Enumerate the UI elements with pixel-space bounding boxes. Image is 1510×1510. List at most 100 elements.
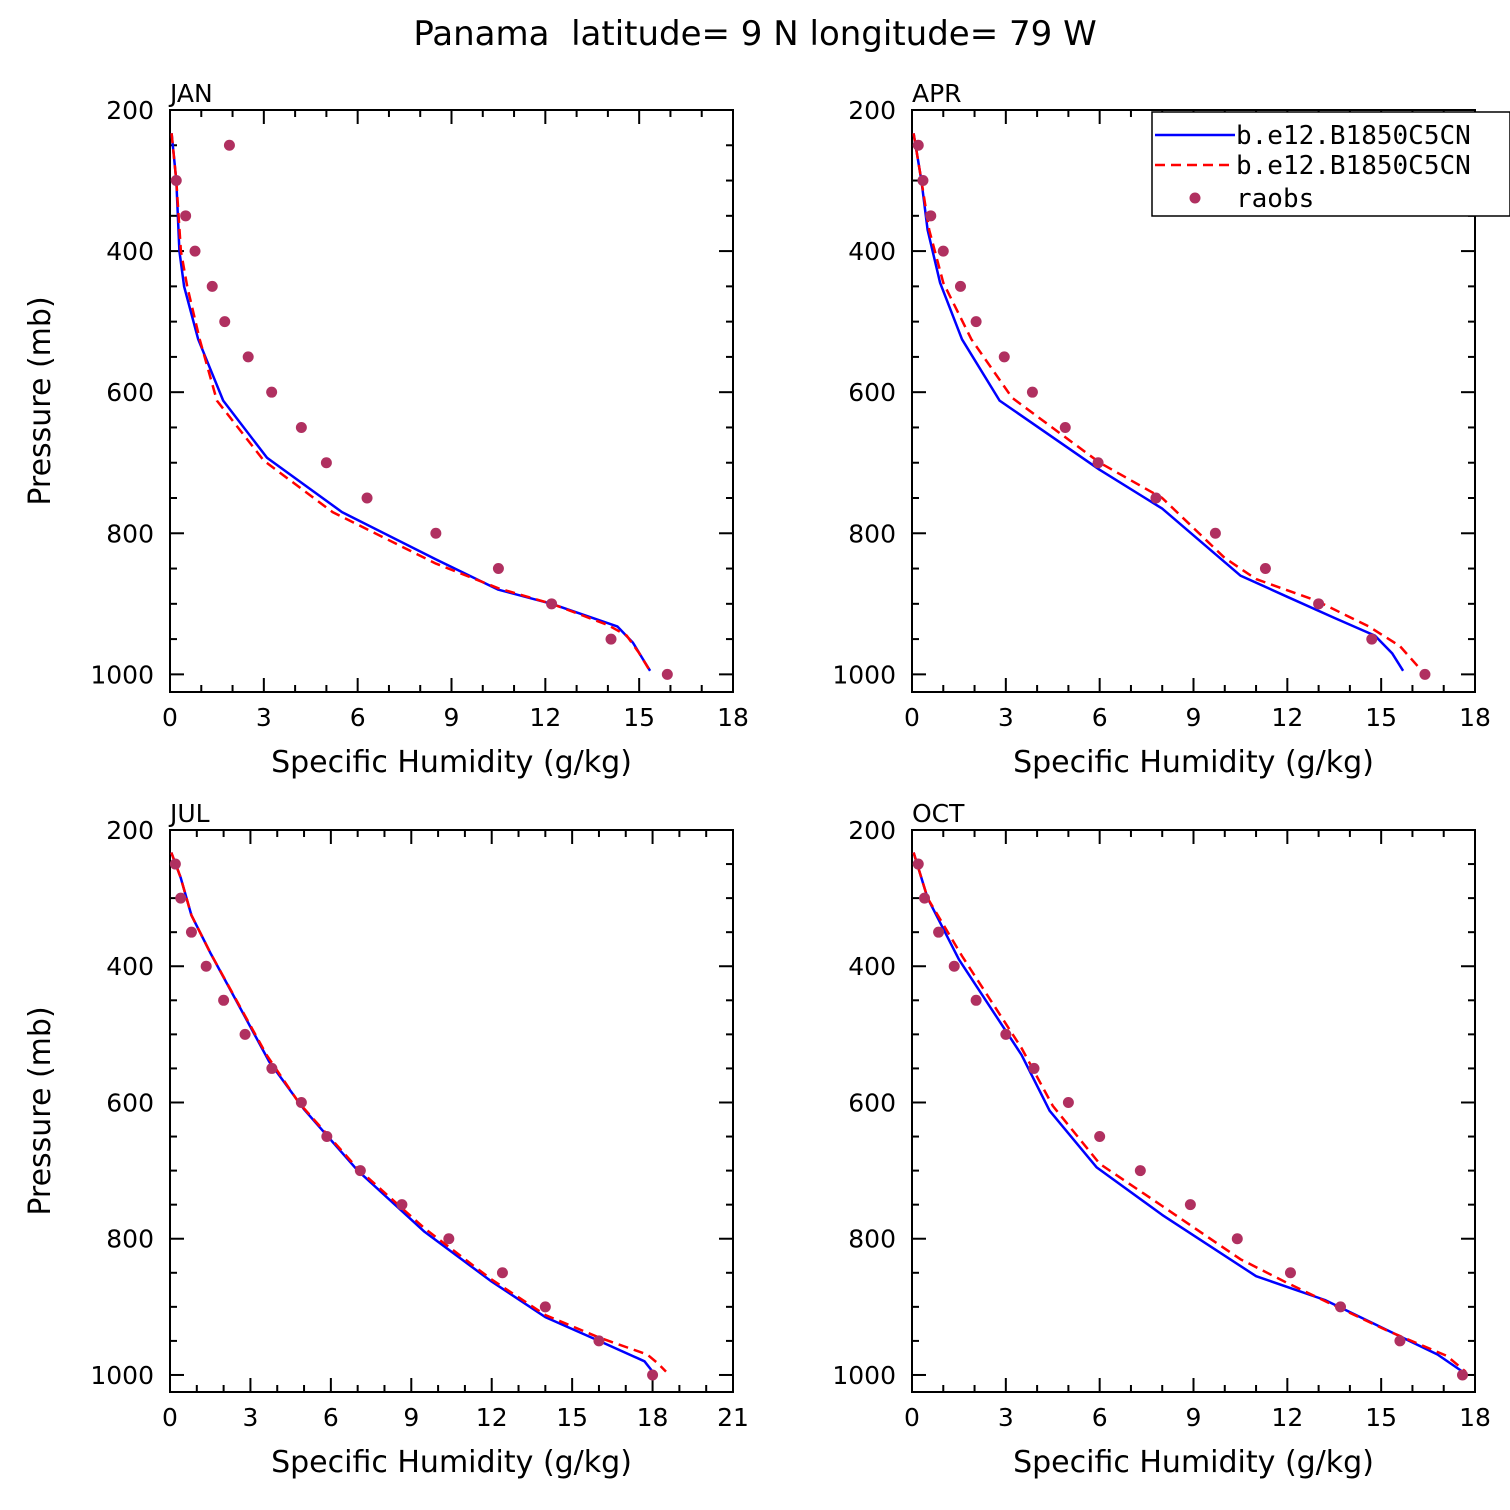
jul-x-tick-label: 6 (323, 1403, 339, 1432)
oct-model1-solid-line (912, 852, 1464, 1373)
jul-raobs-point (496, 1267, 508, 1279)
jul-raobs-point (593, 1335, 605, 1347)
apr-raobs-point (970, 316, 982, 328)
oct-raobs-point (1000, 1028, 1012, 1040)
jan-raobs-point (266, 386, 278, 398)
jul-x-tick-label: 15 (556, 1403, 588, 1432)
apr-raobs-point (1092, 457, 1104, 469)
apr-model2-dashed-line (912, 133, 1420, 669)
jul-raobs-point (539, 1301, 551, 1313)
oct-x-axis-label: Specific Humidity (g/kg) (1013, 1445, 1374, 1480)
apr-y-tick-label: 600 (848, 378, 896, 407)
oct-y-tick-label: 400 (848, 952, 896, 981)
apr-x-tick-label: 6 (1092, 703, 1108, 732)
jul-panel-title: JUL (168, 799, 210, 828)
jan-raobs-point (661, 668, 673, 680)
jul-model1-solid-line (170, 852, 654, 1373)
legend-label-model2: b.e12.B1850C5CN (1236, 151, 1471, 181)
oct-raobs-point (1394, 1335, 1406, 1347)
oct-raobs-point (933, 926, 945, 938)
apr-x-tick-label: 0 (904, 703, 920, 732)
apr-y-tick-label: 400 (848, 237, 896, 266)
jul-raobs-point (239, 1028, 251, 1040)
oct-raobs-point (1231, 1233, 1243, 1245)
oct-plot-frame (911, 829, 1476, 1393)
jul-x-tick-label: 9 (403, 1403, 419, 1432)
oct-raobs-point (1284, 1267, 1296, 1279)
oct-x-tick-label: 18 (1459, 1403, 1491, 1432)
jan-y-axis-label: Pressure (mb) (23, 296, 58, 505)
jul-x-tick-label: 3 (242, 1403, 258, 1432)
jul-y-tick-label: 800 (106, 1225, 154, 1254)
oct-y-tick-label: 800 (848, 1225, 896, 1254)
oct-y-tick-label: 600 (848, 1088, 896, 1117)
jan-raobs-point (170, 175, 182, 187)
oct-x-tick-label: 0 (904, 1403, 920, 1432)
jan-y-tick-label: 800 (106, 519, 154, 548)
apr-raobs-point (1209, 527, 1221, 539)
jan-model2-dashed-line (170, 133, 650, 670)
jan-raobs-point (546, 598, 558, 610)
apr-model1-solid-line (912, 133, 1405, 672)
panel-oct: 0 3 6 9 12 15 18 200 400 600 800 1000 OCT Specific Hu… (832, 799, 1491, 1480)
jan-raobs-point (180, 210, 192, 222)
jan-x-tick-label: 18 (717, 703, 749, 732)
oct-raobs-point (970, 994, 982, 1006)
jul-raobs-point (295, 1096, 307, 1108)
legend-label-model1: b.e12.B1850C5CN (1236, 121, 1471, 151)
apr-raobs-point (1150, 492, 1162, 504)
apr-x-tick-label: 15 (1365, 703, 1397, 732)
apr-panel-title: APR (912, 79, 962, 108)
jul-y-tick-label: 600 (106, 1088, 154, 1117)
oct-raobs-point (1028, 1062, 1040, 1074)
jan-raobs-point (295, 421, 307, 433)
oct-raobs-point (1134, 1165, 1146, 1177)
jul-x-tick-label: 12 (476, 1403, 508, 1432)
jan-raobs-point (605, 633, 617, 645)
apr-y-tick-label: 1000 (832, 660, 896, 689)
apr-x-tick-label: 3 (998, 703, 1014, 732)
oct-x-tick-label: 9 (1186, 1403, 1202, 1432)
jan-plot-frame (169, 109, 734, 693)
apr-raobs-point (1419, 668, 1431, 680)
apr-y-tick-label: 800 (848, 519, 896, 548)
apr-raobs-point (1313, 598, 1325, 610)
jul-model2-dashed-line (170, 852, 667, 1373)
apr-raobs-point (954, 280, 966, 292)
oct-x-tick-label: 3 (998, 1403, 1014, 1432)
jan-raobs-point (361, 492, 373, 504)
oct-x-tick-label: 6 (1092, 1403, 1108, 1432)
jul-x-tick-label: 0 (162, 1403, 178, 1432)
jul-raobs-point (185, 926, 197, 938)
apr-raobs-point (925, 210, 937, 222)
jan-raobs-point (219, 316, 231, 328)
oct-raobs-point (948, 960, 960, 972)
apr-x-axis-label: Specific Humidity (g/kg) (1013, 745, 1374, 780)
jul-raobs-point (354, 1165, 366, 1177)
jul-raobs-point (266, 1062, 278, 1074)
jan-x-tick-label: 15 (623, 703, 655, 732)
jan-x-axis-label: Specific Humidity (g/kg) (271, 745, 632, 780)
apr-x-tick-label: 9 (1186, 703, 1202, 732)
jan-raobs-point (492, 563, 504, 575)
jan-x-tick-label: 9 (444, 703, 460, 732)
oct-raobs-point (1184, 1199, 1196, 1211)
figure-title: Panama latitude= 9 N longitude= 79 W (413, 14, 1096, 54)
jan-x-tick-label: 6 (350, 703, 366, 732)
jul-raobs-point (647, 1369, 659, 1381)
jul-x-tick-label: 18 (637, 1403, 669, 1432)
legend-swatch-raobs (1189, 192, 1201, 204)
jan-x-tick-label: 0 (162, 703, 178, 732)
jan-x-tick-label: 3 (256, 703, 272, 732)
jan-x-tick-label: 12 (529, 703, 561, 732)
jan-y-tick-label: 1000 (90, 660, 154, 689)
apr-y-tick-label: 200 (848, 96, 896, 125)
jul-y-tick-label: 200 (106, 816, 154, 845)
apr-raobs-point (912, 139, 924, 151)
oct-raobs-point (1335, 1301, 1347, 1313)
jul-x-axis-label: Specific Humidity (g/kg) (271, 1445, 632, 1480)
jan-raobs-point (430, 527, 442, 539)
jan-y-tick-label: 200 (106, 96, 154, 125)
jul-plot-frame (169, 829, 734, 1393)
